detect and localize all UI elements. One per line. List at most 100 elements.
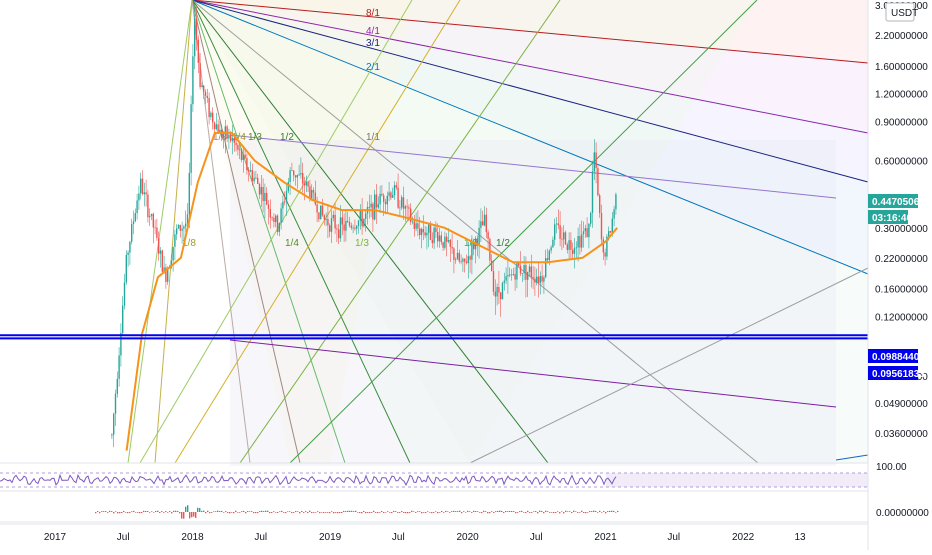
candle-body	[582, 231, 585, 235]
macd-bar	[463, 511, 465, 512]
macd-bar	[393, 510, 395, 512]
candle-body	[377, 204, 380, 208]
candle-body	[296, 174, 299, 178]
candle-body	[204, 91, 207, 96]
candle-body	[552, 239, 554, 248]
fan-label: 1/3	[248, 132, 262, 143]
candle-body	[500, 292, 502, 300]
macd-bar	[347, 510, 349, 512]
candle-body	[444, 236, 446, 248]
macd-bar	[509, 510, 511, 512]
candle-body	[426, 232, 428, 236]
candle-body	[476, 238, 479, 245]
candle-body	[512, 274, 515, 275]
candle-body	[611, 218, 614, 233]
candle-body	[410, 208, 412, 222]
rsi-path	[0, 473, 617, 486]
candle-body	[541, 276, 543, 282]
candle-body	[188, 172, 191, 215]
time-tick-label: Jul	[667, 532, 680, 543]
macd-bar	[487, 512, 489, 514]
macd-bar	[221, 510, 223, 512]
candle-body	[393, 185, 396, 196]
candle-body	[525, 265, 527, 280]
candle-body	[300, 173, 302, 175]
candle-body	[347, 220, 349, 222]
candle-body	[482, 221, 484, 226]
time-axis-ticks: 2017 Jul 2018 Jul 2019 Jul 2020 Jul 2021 Jul 2022 1…	[44, 532, 806, 543]
currency-badge[interactable]	[885, 2, 915, 22]
candle-body	[419, 228, 421, 236]
candle-body	[435, 227, 437, 233]
macd-bar	[453, 510, 455, 512]
candle-body	[503, 280, 506, 283]
macd-bar	[315, 512, 317, 513]
macd-bar	[129, 512, 131, 513]
fan-label: 1/4	[285, 238, 299, 249]
macd-bar	[225, 511, 227, 512]
candle-body	[152, 213, 155, 228]
candle-body	[469, 256, 471, 260]
candle-body	[415, 223, 417, 229]
price-tick-label: 0.03600000	[875, 429, 928, 440]
candle-body	[192, 56, 194, 105]
candle-body	[528, 266, 531, 272]
candle-body	[206, 95, 209, 98]
candle-body	[519, 265, 522, 274]
macd-bar	[295, 511, 297, 512]
candle-body	[131, 224, 133, 242]
macd-bar	[457, 511, 459, 512]
candle-body	[303, 183, 306, 186]
candle-body	[165, 267, 167, 282]
candle-body	[235, 142, 237, 146]
candle-body	[361, 210, 363, 227]
price-tick-label: 0.16000000	[875, 285, 928, 296]
candle-body	[372, 203, 374, 220]
candle-body	[546, 258, 549, 261]
macd-bar	[325, 512, 327, 513]
candle-body	[276, 215, 279, 232]
candle-body	[498, 286, 500, 293]
candle-body	[345, 220, 347, 231]
macd-bar	[177, 511, 179, 512]
macd-bar	[151, 511, 153, 512]
macd-bar	[387, 511, 389, 512]
candle-body	[390, 192, 392, 198]
candle-body	[388, 192, 390, 196]
macd-bar	[125, 512, 127, 513]
macd-bar	[563, 512, 565, 514]
macd-bar	[297, 511, 299, 512]
macd-bar	[459, 510, 461, 512]
time-tick-label: 2018	[181, 532, 204, 543]
candle-body	[424, 232, 426, 236]
macd-bar	[107, 512, 109, 513]
price-tick-label: 0.04900000	[875, 399, 928, 410]
macd-bar	[253, 512, 255, 514]
macd-bar	[143, 510, 145, 512]
candle-body	[111, 434, 113, 436]
candle-body	[437, 232, 439, 242]
macd-bar	[287, 511, 289, 512]
fan-label: 8/1	[366, 8, 380, 19]
macd-bar	[481, 512, 483, 514]
macd-bar	[185, 506, 187, 512]
candle-body	[554, 224, 556, 240]
candle-body	[501, 282, 504, 300]
macd-bar	[399, 512, 401, 513]
candle-body	[413, 221, 416, 229]
macd-bar	[607, 511, 609, 512]
candle-body	[260, 187, 263, 195]
candle-body	[492, 271, 495, 292]
candle-body	[174, 234, 176, 247]
fan-label: 1/4	[232, 132, 246, 143]
candle-body	[257, 178, 259, 184]
candle-body	[177, 224, 180, 229]
macd-bar	[577, 512, 579, 513]
candle-body	[411, 221, 414, 223]
macd-bar	[119, 512, 121, 514]
macd-bar	[215, 511, 217, 512]
fan-label: 3/1	[366, 38, 380, 49]
candle-body	[590, 212, 592, 224]
candle-body	[615, 194, 617, 210]
candle-body	[420, 228, 423, 236]
